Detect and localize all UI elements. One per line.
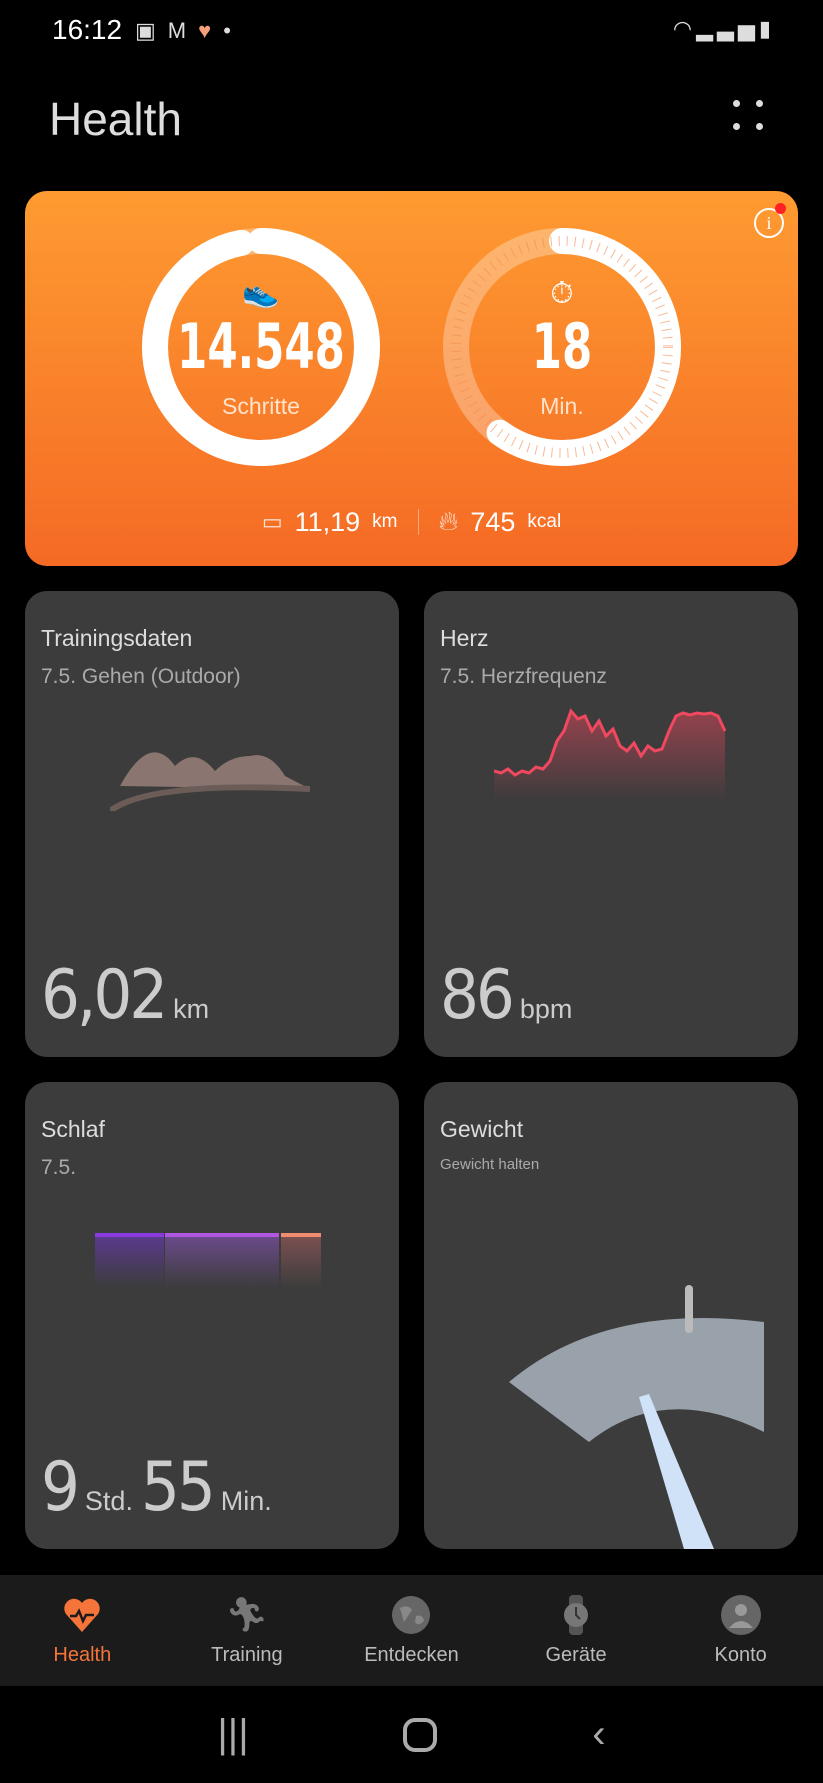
heart-tile[interactable]: Herz 7.5. Herzfrequenz 86 bpm [424,591,798,1057]
sleep-minutes: 55 [140,1448,216,1527]
distance-value: 11,19 [294,506,361,537]
tile-subtitle: Gewicht halten [440,1156,540,1173]
system-nav: ||| ‹ [0,1686,823,1783]
divider [417,509,419,535]
wifi-icon: ◠ [672,16,697,41]
tile-subtitle: 7.5. Gehen (Outdoor) [41,665,241,688]
sleep-bar-deep [95,1233,164,1288]
weight-gauge [509,1285,764,1549]
distance-unit: km [372,511,398,532]
gmail-icon: M [167,18,187,43]
info-icon[interactable]: i [754,208,784,238]
distance-value: 6,02 [41,956,168,1035]
home-button[interactable] [403,1717,438,1752]
nav-geraete[interactable]: Geräte [501,1594,651,1667]
back-button[interactable]: ‹ [592,1712,606,1756]
nav-label: Health [53,1644,112,1666]
nav-label: Entdecken [364,1644,459,1666]
nav-label: Training [211,1644,283,1666]
steps-ring-graphic [142,228,380,466]
calories-value: 745 [470,506,516,537]
sleep-bar-rem [281,1233,321,1288]
steps-label: Schritte [222,393,300,419]
minutes-value: 18 [531,310,593,383]
nav-training[interactable]: 🏃︎ Training [172,1594,322,1667]
nav-konto[interactable]: Konto [666,1594,816,1667]
active-minutes-ring[interactable]: ⏱ 18 Min. [440,225,684,469]
tile-subtitle: 7.5. [41,1156,77,1179]
recent-apps-button[interactable]: ||| [217,1712,249,1756]
tile-subtitle: 7.5. Herzfrequenz [440,665,607,688]
steps-ring[interactable]: 👟 14.548 Schritte [139,225,383,469]
sleep-tile[interactable]: Schlaf 7.5. 9 Std. 55 Min. [25,1082,399,1549]
minutes-label: Min. [540,393,584,419]
hours-unit: Std. [84,1486,133,1516]
nav-label: Konto [714,1644,767,1666]
ruler-icon: ▭ [261,509,283,534]
health-heart-icon: ♥ [198,18,212,43]
heart-rate-value: 86 [440,956,515,1035]
heart-pulse-icon [61,1594,103,1636]
status-time: 16:12 [52,14,123,45]
sleep-bar-light [165,1233,279,1288]
sleep-hours: 9 [41,1448,80,1527]
stopwatch-icon: ⏱ [550,277,574,310]
tile-title: Trainingsdaten [41,625,193,651]
shoe-icon: 👟 [242,276,280,309]
tile-title: Herz [440,625,489,651]
image-icon: ▣ [135,18,156,43]
heart-rate-sparkline [494,708,727,801]
heart-rate-unit: bpm [519,994,573,1024]
signal-icon: ▂▃▅ [696,16,759,41]
watch-icon [555,1594,597,1636]
status-right-icons: ◠▂▃▅▮ [673,16,775,42]
distance-unit: km [173,994,210,1024]
weight-tile[interactable]: Gewicht Gewicht halten [424,1082,798,1549]
battery-icon: ▮ [758,16,775,41]
globe-icon [390,1594,432,1636]
minutes-unit: Min. [220,1486,272,1516]
notification-dot [775,203,786,214]
training-tile[interactable]: Trainingsdaten 7.5. Gehen (Outdoor) 6,02… [25,591,399,1057]
page-title: Health [49,93,182,145]
activity-summary-card[interactable]: 👟 14.548 Schritte ⏱ 18 Min. ▭ 11,19 km 🔥… [25,191,798,566]
steps-value: 14.548 [177,310,345,383]
flame-icon: 🔥︎ [438,506,459,536]
more-grid-icon[interactable] [733,100,767,134]
mountain-illustration [110,752,311,811]
tile-title: Schlaf [41,1116,105,1142]
tile-title: Gewicht [440,1116,524,1142]
bottom-nav: Health 🏃︎ Training Entdecken Geräte Konto [0,1575,823,1686]
status-icons: ▣ M ♥ • [135,18,231,44]
minutes-ring-graphic [443,228,681,466]
dot-icon: • [223,18,231,43]
nav-entdecken[interactable]: Entdecken [336,1594,486,1667]
account-icon [720,1594,762,1636]
nav-label: Geräte [545,1644,607,1666]
nav-health[interactable]: Health [7,1594,157,1667]
calories-unit: kcal [527,511,562,532]
runner-icon: 🏃︎ [225,1596,269,1634]
